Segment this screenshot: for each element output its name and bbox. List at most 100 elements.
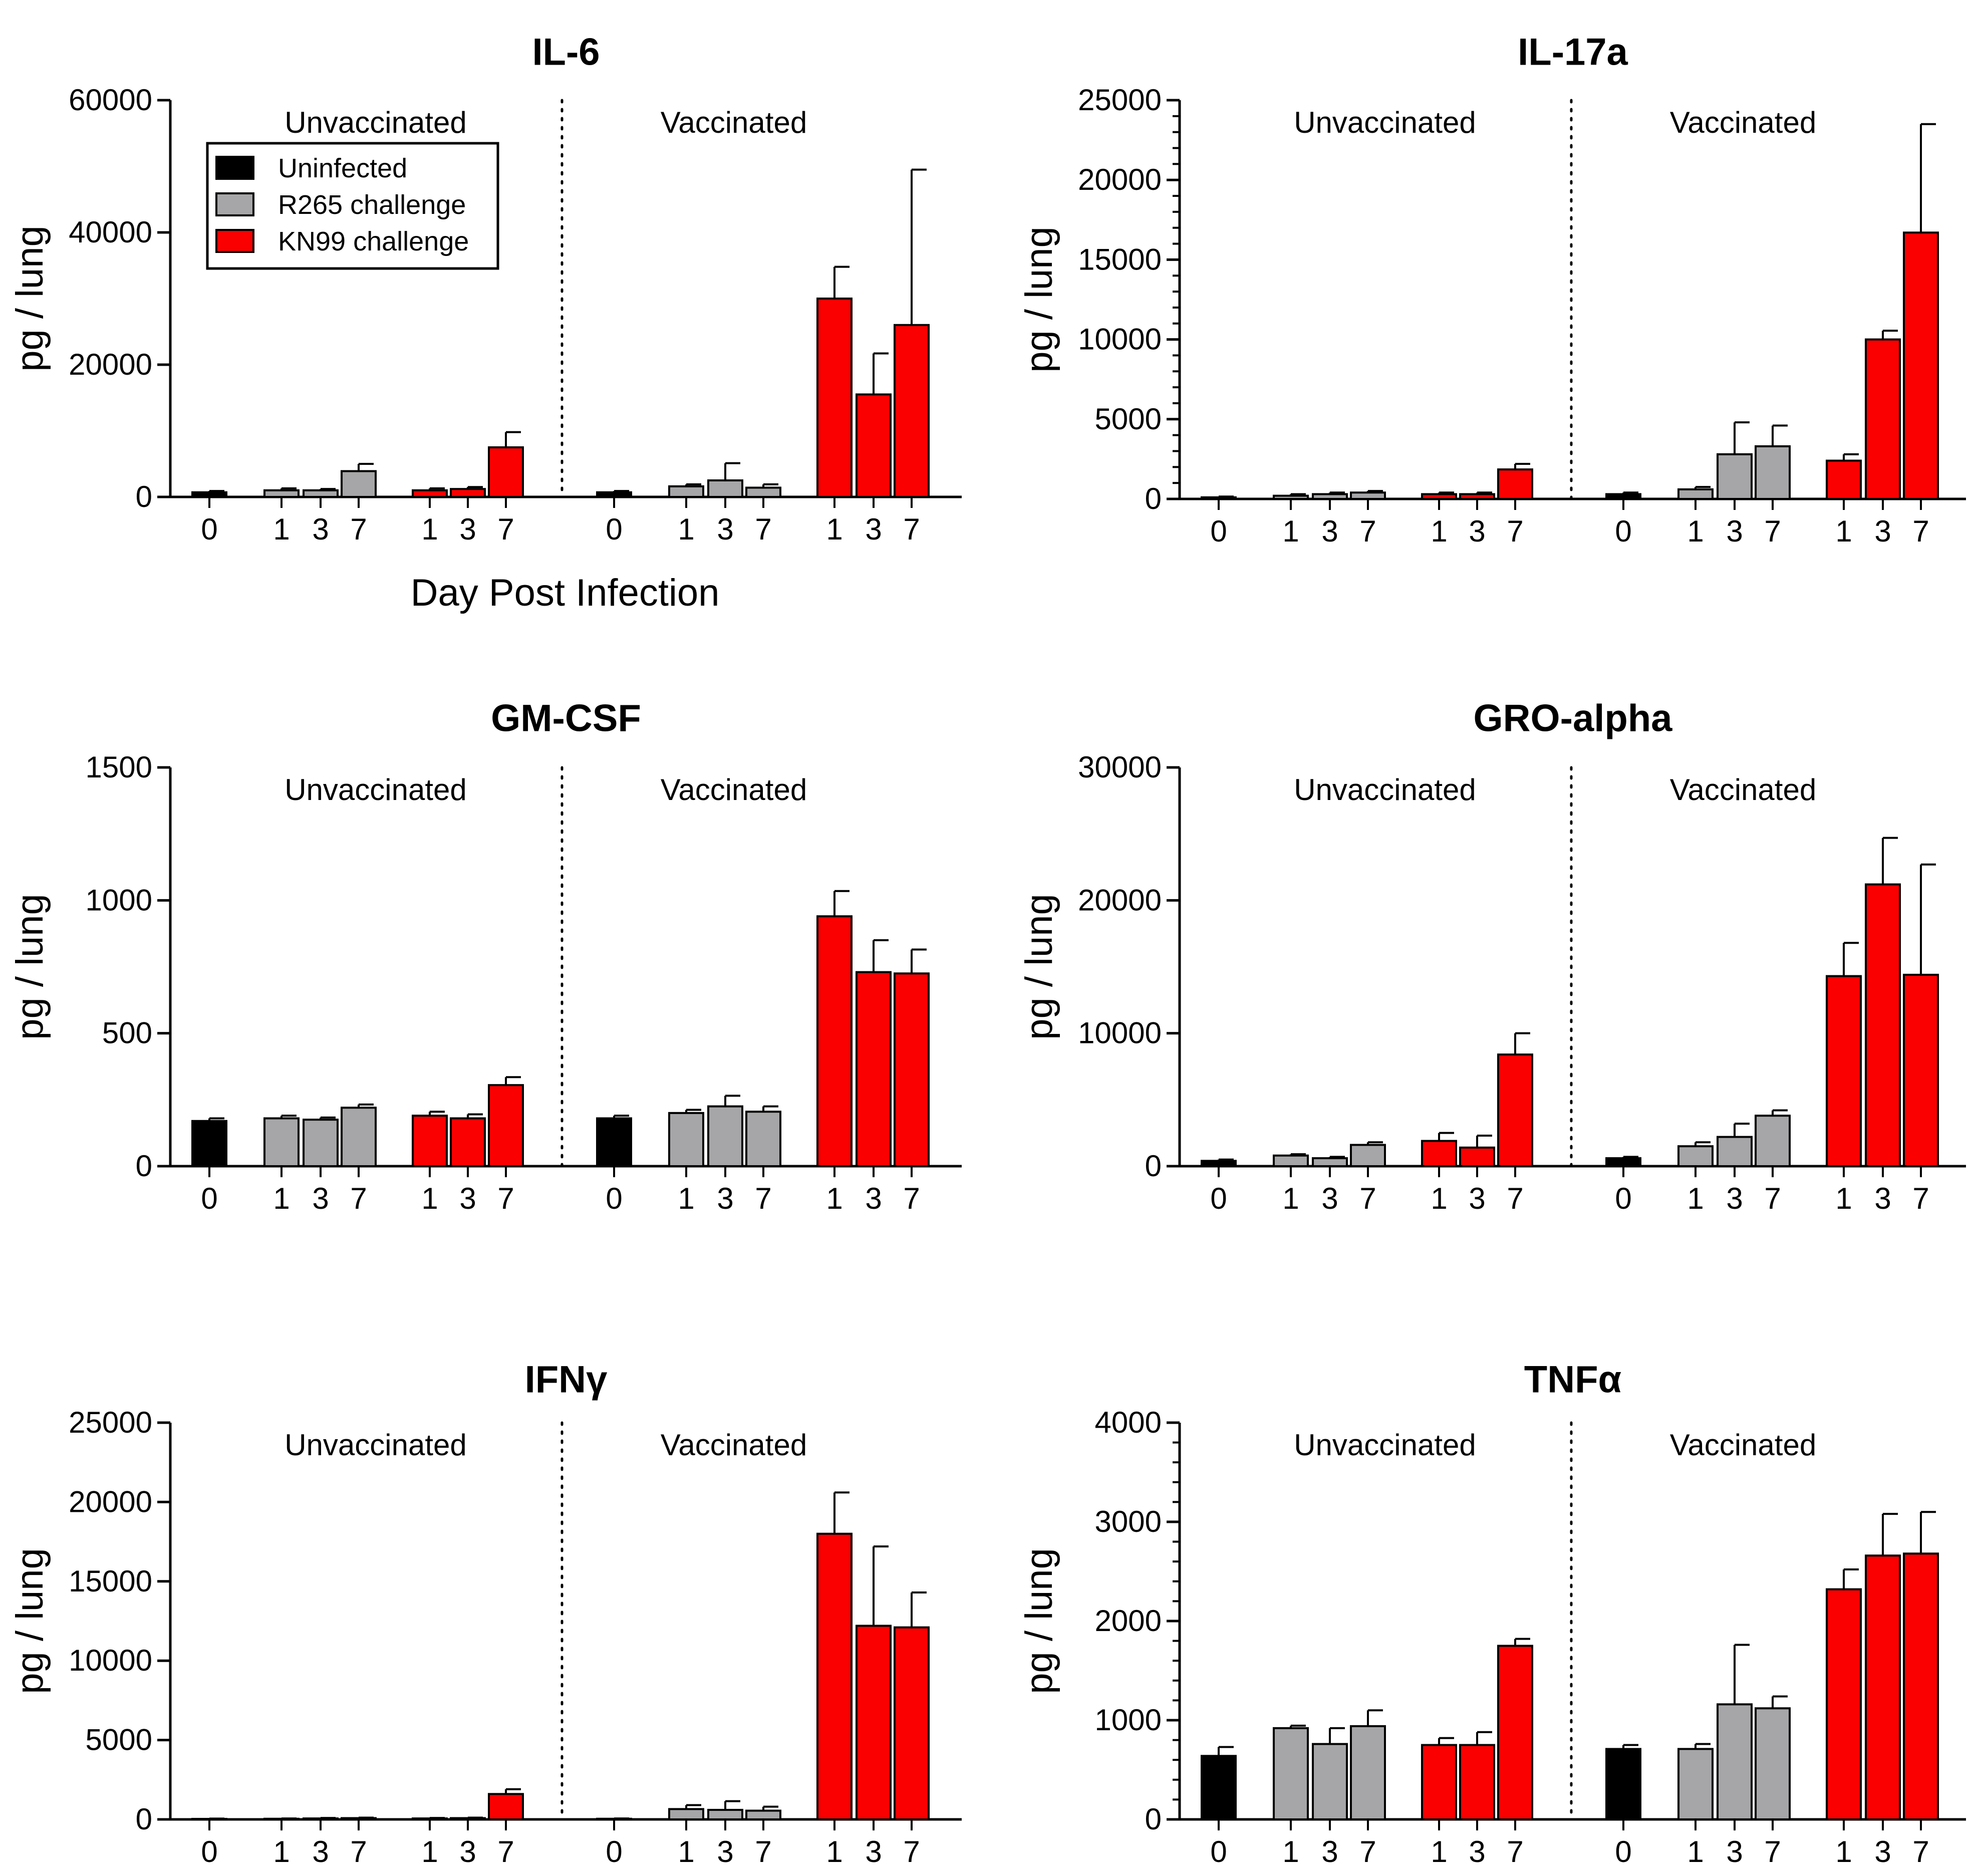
x-tick-label: 7 xyxy=(497,1835,514,1868)
x-tick-label: 1 xyxy=(1282,1835,1299,1868)
bar-vaccinated-0 xyxy=(596,1117,632,1167)
chart-title: GM-CSF xyxy=(491,697,641,739)
y-axis-label: pg / lung xyxy=(1018,226,1060,373)
bar-unvaccinated-6 xyxy=(1497,468,1533,500)
y-tick-label: 40000 xyxy=(69,215,152,249)
x-tick-label: 7 xyxy=(1507,514,1523,548)
bar-vaccinated-5 xyxy=(856,971,892,1167)
bar-unvaccinated-0 xyxy=(1201,1160,1237,1168)
bar-unvaccinated-4 xyxy=(1421,1744,1457,1820)
y-axis-label: pg / lung xyxy=(1018,1548,1060,1694)
bar-unvaccinated-1 xyxy=(263,489,300,498)
bar-vaccinated-1 xyxy=(1677,1145,1714,1167)
y-tick-label: 10000 xyxy=(69,1644,152,1677)
bar-vaccinated-6 xyxy=(1903,231,1939,500)
bar-unvaccinated-5 xyxy=(450,488,486,498)
x-tick-label: 1 xyxy=(1431,514,1447,548)
x-axis-label: Day Post Infection xyxy=(411,572,720,614)
x-tick-label: 1 xyxy=(1282,514,1299,548)
bar-vaccinated-5 xyxy=(1865,1554,1901,1821)
x-tick-label: 3 xyxy=(717,1182,733,1215)
legend: Uninfected R265 challenge KN99 challenge xyxy=(206,142,499,270)
bar-vaccinated-2 xyxy=(1717,1703,1753,1821)
x-tick-label: 1 xyxy=(273,512,290,546)
x-tick-label: 1 xyxy=(1835,1835,1852,1868)
y-tick-label: 0 xyxy=(136,1149,152,1183)
x-tick-label: 1 xyxy=(826,1835,842,1868)
y-axis-label: pg / lung xyxy=(9,894,51,1040)
x-tick-label: 3 xyxy=(717,512,733,546)
x-tick-label: 0 xyxy=(1615,1182,1631,1215)
y-tick-label: 10000 xyxy=(1078,323,1162,356)
x-tick-label: 7 xyxy=(755,512,771,546)
y-tick-label: 0 xyxy=(136,1802,152,1836)
bar-unvaccinated-2 xyxy=(1312,1157,1348,1168)
y-tick-label: 60000 xyxy=(69,83,152,117)
x-tick-label: 1 xyxy=(421,1182,438,1215)
x-tick-label: 1 xyxy=(678,1182,694,1215)
bar-unvaccinated-5 xyxy=(450,1117,486,1167)
x-tick-label: 3 xyxy=(312,1182,329,1215)
x-tick-label: 3 xyxy=(1874,1835,1891,1868)
x-tick-label: 3 xyxy=(1726,1182,1743,1215)
x-tick-label: 3 xyxy=(459,1182,476,1215)
x-tick-label: 7 xyxy=(755,1182,771,1215)
legend-label-uninfected: Uninfected xyxy=(278,153,407,183)
bar-vaccinated-2 xyxy=(1717,453,1753,500)
x-tick-label: 3 xyxy=(1321,1182,1338,1215)
bar-vaccinated-4 xyxy=(1826,459,1862,500)
x-tick-label: 3 xyxy=(1726,1835,1743,1868)
bar-vaccinated-2 xyxy=(1717,1136,1753,1168)
group-label-vaccinated: Vaccinated xyxy=(1670,773,1816,807)
bar-unvaccinated-3 xyxy=(1350,491,1386,500)
bar-unvaccinated-0 xyxy=(1201,1755,1237,1821)
bar-vaccinated-4 xyxy=(816,1532,853,1820)
x-tick-label: 3 xyxy=(1874,1182,1891,1215)
bar-vaccinated-4 xyxy=(816,298,853,498)
y-tick-label: 0 xyxy=(1145,482,1162,515)
bar-unvaccinated-6 xyxy=(488,1084,524,1168)
y-tick-label: 30000 xyxy=(1078,750,1162,784)
bar-unvaccinated-0 xyxy=(1201,496,1237,500)
bar-unvaccinated-6 xyxy=(1497,1053,1533,1168)
y-tick-label: 3000 xyxy=(1095,1505,1162,1538)
bar-vaccinated-2 xyxy=(707,479,743,498)
bar-vaccinated-5 xyxy=(1865,883,1901,1167)
bar-vaccinated-6 xyxy=(1903,1552,1939,1821)
x-tick-label: 1 xyxy=(678,512,694,546)
x-tick-label: 1 xyxy=(1687,514,1704,548)
x-tick-label: 1 xyxy=(1431,1182,1447,1215)
x-tick-label: 0 xyxy=(606,1835,622,1868)
bar-vaccinated-5 xyxy=(856,393,892,498)
y-tick-label: 15000 xyxy=(1078,242,1162,276)
legend-swatch-kn99 xyxy=(215,229,254,253)
x-tick-label: 7 xyxy=(1359,1835,1376,1868)
bar-vaccinated-5 xyxy=(856,1625,892,1820)
legend-label-kn99: KN99 challenge xyxy=(278,226,469,256)
y-tick-label: 25000 xyxy=(69,1406,152,1439)
x-tick-label: 7 xyxy=(1359,1182,1376,1215)
x-tick-label: 3 xyxy=(312,512,329,546)
bar-unvaccinated-5 xyxy=(1459,1146,1495,1167)
x-tick-label: 1 xyxy=(1687,1835,1704,1868)
x-tick-label: 0 xyxy=(1615,1835,1631,1868)
y-tick-label: 500 xyxy=(102,1016,152,1050)
x-tick-label: 3 xyxy=(865,1182,882,1215)
bar-vaccinated-0 xyxy=(1605,493,1641,500)
chart-title: IFNγ xyxy=(525,1358,608,1401)
x-tick-label: 0 xyxy=(1210,1835,1227,1868)
bar-unvaccinated-6 xyxy=(1497,1645,1533,1820)
x-tick-label: 1 xyxy=(1431,1835,1447,1868)
x-tick-label: 7 xyxy=(903,1182,920,1215)
y-tick-label: 20000 xyxy=(1078,163,1162,196)
bar-unvaccinated-2 xyxy=(1312,1743,1348,1821)
bar-vaccinated-4 xyxy=(816,915,853,1167)
legend-swatch-r265 xyxy=(215,192,254,216)
x-tick-label: 1 xyxy=(826,1182,842,1215)
x-tick-label: 7 xyxy=(497,1182,514,1215)
x-tick-label: 7 xyxy=(350,1835,367,1868)
group-label-unvaccinated: Unvaccinated xyxy=(1294,106,1476,139)
y-tick-label: 1000 xyxy=(86,883,152,917)
x-tick-label: 0 xyxy=(606,512,622,546)
